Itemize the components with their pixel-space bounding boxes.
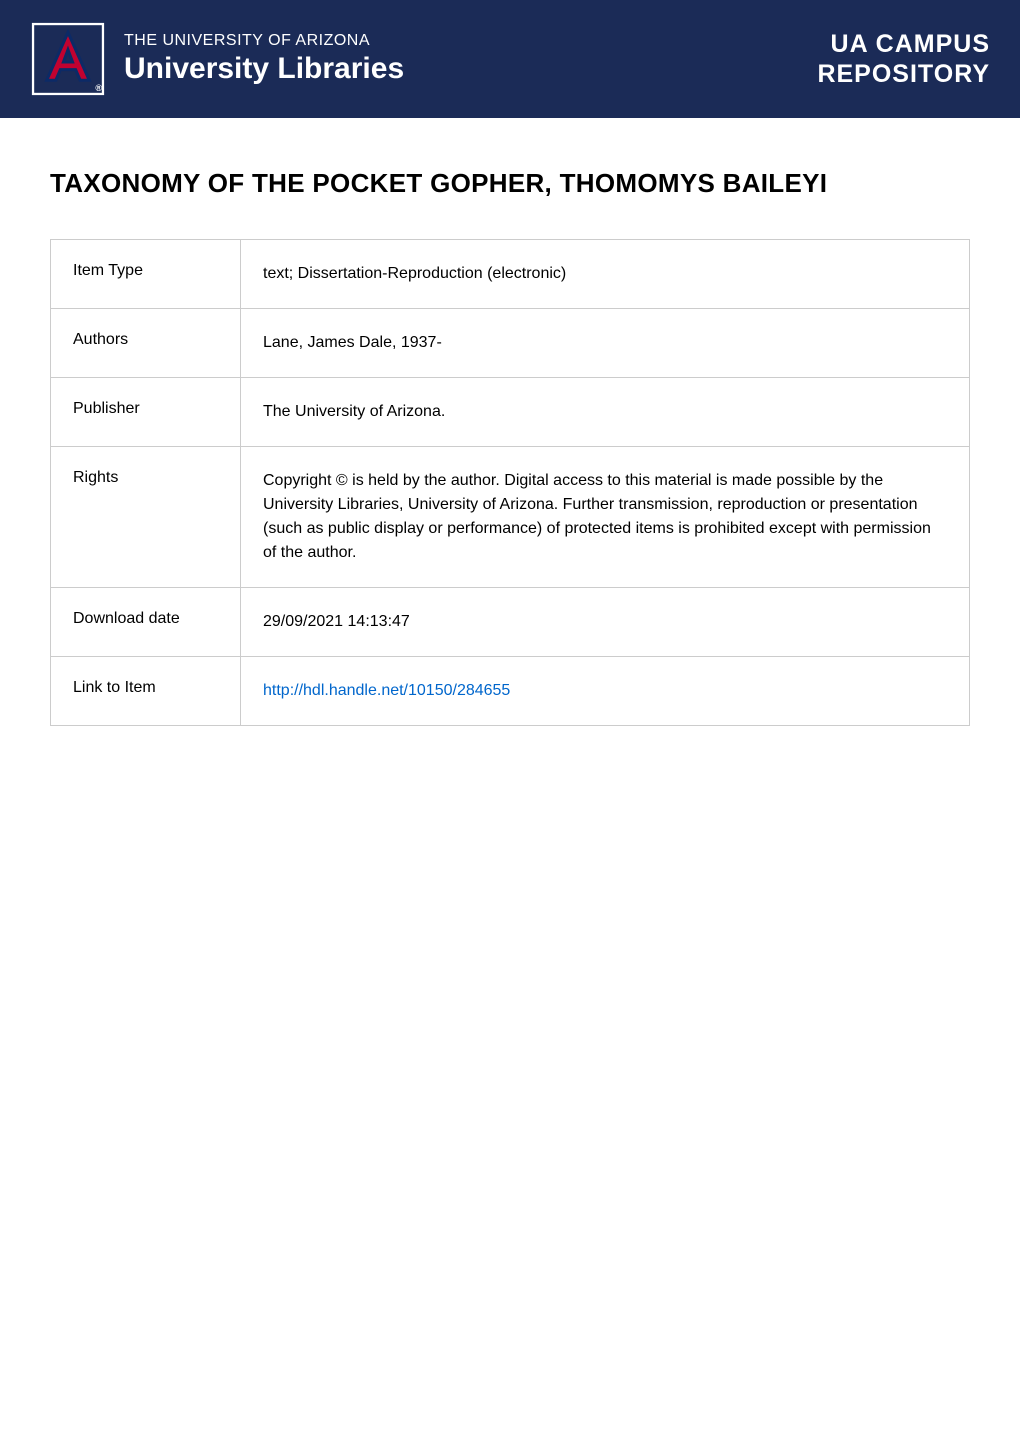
metadata-label: Link to Item <box>51 657 241 726</box>
metadata-label: Authors <box>51 309 241 378</box>
table-row: Item Typetext; Dissertation-Reproduction… <box>51 240 970 309</box>
table-row: RightsCopyright © is held by the author.… <box>51 447 970 588</box>
table-row: AuthorsLane, James Dale, 1937- <box>51 309 970 378</box>
university-name: THE UNIVERSITY OF ARIZONA <box>124 32 404 50</box>
content-area: TAXONOMY OF THE POCKET GOPHER, THOMOMYS … <box>0 118 1020 776</box>
table-row: Download date29/09/2021 14:13:47 <box>51 588 970 657</box>
metadata-label: Download date <box>51 588 241 657</box>
repository-title: UA CAMPUS REPOSITORY <box>817 29 990 89</box>
metadata-label: Item Type <box>51 240 241 309</box>
metadata-value: Copyright © is held by the author. Digit… <box>241 447 970 588</box>
header-text-block: THE UNIVERSITY OF ARIZONA University Lib… <box>124 32 404 86</box>
table-row: Link to Item http://hdl.handle.net/10150/… <box>51 657 970 726</box>
metadata-value: Lane, James Dale, 1937- <box>241 309 970 378</box>
item-link[interactable]: http://hdl.handle.net/10150/284655 <box>263 682 510 699</box>
header-left: ® THE UNIVERSITY OF ARIZONA University L… <box>30 21 404 97</box>
ua-logo-icon: ® <box>30 21 106 97</box>
svg-text:®: ® <box>95 83 102 93</box>
table-row: PublisherThe University of Arizona. <box>51 378 970 447</box>
metadata-value: The University of Arizona. <box>241 378 970 447</box>
metadata-value: 29/09/2021 14:13:47 <box>241 588 970 657</box>
metadata-table: Item Typetext; Dissertation-Reproduction… <box>50 239 970 726</box>
page-title: TAXONOMY OF THE POCKET GOPHER, THOMOMYS … <box>50 168 970 199</box>
libraries-title: University Libraries <box>124 52 404 86</box>
repository-line2: REPOSITORY <box>817 59 990 89</box>
metadata-value: http://hdl.handle.net/10150/284655 <box>241 657 970 726</box>
metadata-label: Publisher <box>51 378 241 447</box>
metadata-label: Rights <box>51 447 241 588</box>
header-banner: ® THE UNIVERSITY OF ARIZONA University L… <box>0 0 1020 118</box>
metadata-value: text; Dissertation-Reproduction (electro… <box>241 240 970 309</box>
repository-line1: UA CAMPUS <box>817 29 990 59</box>
